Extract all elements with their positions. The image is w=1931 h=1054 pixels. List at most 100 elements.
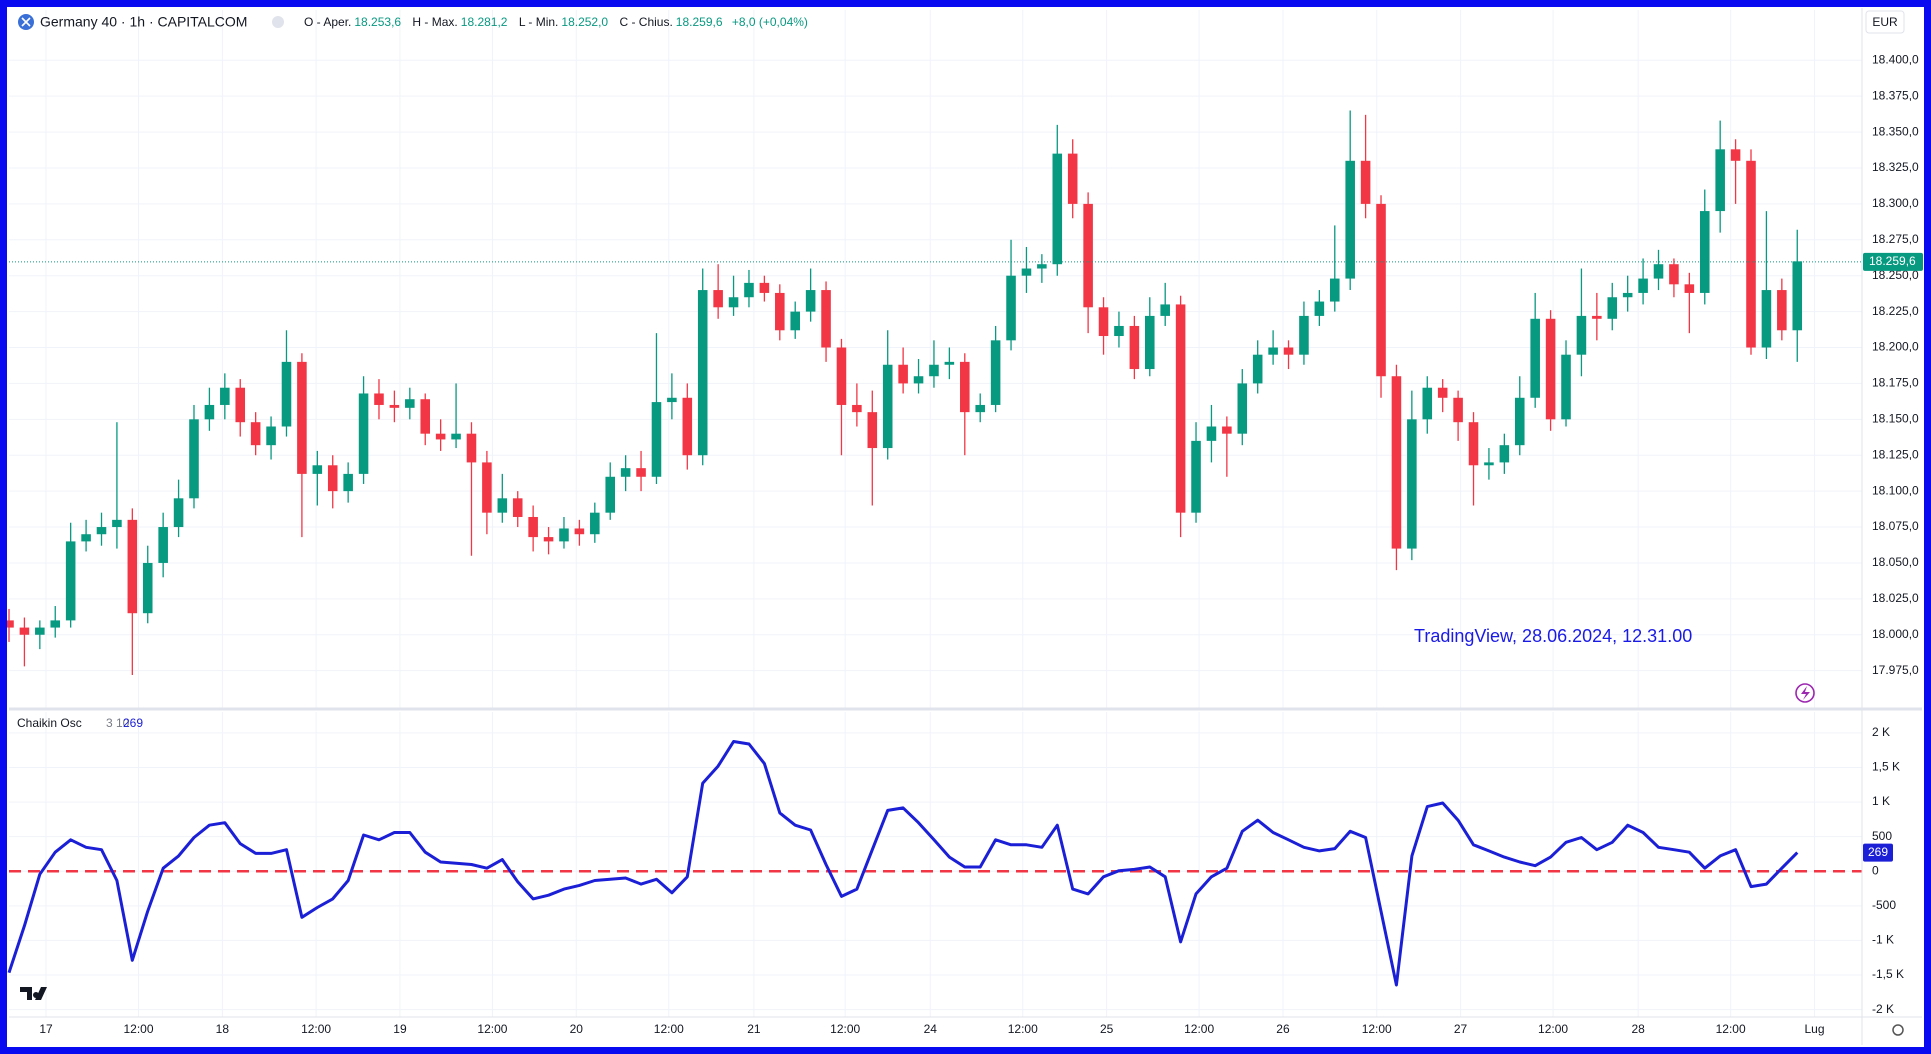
- x-tick-label: 21: [747, 1022, 761, 1036]
- candle-body: [1129, 325, 1140, 370]
- candle-body: [405, 399, 415, 408]
- candle-body: [482, 462, 492, 513]
- current-value-label: 269: [1868, 845, 1888, 859]
- candle-body: [1499, 445, 1510, 463]
- candle-body: [297, 361, 307, 474]
- candle-body: [960, 361, 970, 413]
- y-tick-label: 18.325,0: [1872, 160, 1919, 174]
- candle-body: [1669, 264, 1679, 285]
- candle-body: [1237, 383, 1248, 434]
- low-label: L - Min.: [519, 15, 559, 29]
- candle-body: [389, 404, 400, 408]
- candle-body: [1098, 307, 1109, 337]
- plot-layer: [4, 10, 1862, 1017]
- y-tick-label: 18.150,0: [1872, 411, 1919, 425]
- x-tick-label: 12:00: [1362, 1022, 1392, 1036]
- watermark: TradingView, 28.06.2024, 12.31.00: [1414, 626, 1692, 646]
- candle-body: [1083, 203, 1093, 308]
- candle-body: [975, 404, 985, 413]
- x-tick-label: 25: [1100, 1022, 1114, 1036]
- alert-icon[interactable]: [1795, 683, 1815, 703]
- candle-body: [1453, 397, 1463, 423]
- candle-body: [929, 364, 939, 377]
- candle-body: [1006, 275, 1016, 341]
- candle-body: [590, 512, 600, 535]
- candle-body: [574, 528, 585, 535]
- candle-body: [220, 387, 230, 405]
- last-price-label: 18.259,6: [1869, 254, 1916, 268]
- x-tick-label: 12:00: [123, 1022, 153, 1036]
- candle-body: [497, 498, 508, 513]
- y-tick-label: 18.300,0: [1872, 196, 1919, 210]
- candle-body: [1468, 422, 1479, 466]
- market-status[interactable]: [272, 16, 284, 28]
- candle-body: [1299, 315, 1309, 355]
- x-tick-label: 17: [39, 1022, 53, 1036]
- candle-body: [867, 412, 878, 449]
- candle-body: [836, 347, 847, 405]
- y-tick-label: 1 K: [1872, 794, 1890, 808]
- open-label: O - Aper.: [304, 15, 351, 29]
- candle-body: [173, 498, 184, 528]
- candle-body: [96, 527, 107, 535]
- candle-body: [1067, 153, 1078, 204]
- candle-body: [1777, 290, 1787, 331]
- x-tick-label: 28: [1631, 1022, 1645, 1036]
- candle-body: [697, 290, 708, 456]
- candle-body: [1037, 264, 1047, 269]
- candle-body: [1268, 347, 1278, 355]
- candle-body: [451, 433, 461, 440]
- candle-body: [312, 465, 323, 474]
- symbol-title[interactable]: Germany 40 · 1h · CAPITALCOM: [40, 14, 247, 30]
- candle-body: [189, 419, 199, 499]
- x-tick-label: 12:00: [1008, 1022, 1038, 1036]
- currency[interactable]: EUR: [1872, 15, 1898, 29]
- settings-icon[interactable]: [1892, 1024, 1904, 1036]
- candle-body: [1145, 315, 1155, 370]
- x-tick-label: 12:00: [1716, 1022, 1746, 1036]
- tv-logo[interactable]: [20, 987, 47, 1000]
- x-tick-label: 26: [1276, 1022, 1290, 1036]
- y-tick-label: -1 K: [1872, 933, 1894, 947]
- tv-logo-dot: [33, 992, 39, 998]
- candle-body: [112, 519, 122, 528]
- candle-body: [1114, 325, 1124, 337]
- candle-body: [343, 473, 353, 492]
- y-tick-label: -2 K: [1872, 1002, 1894, 1016]
- currency-button[interactable]: [1865, 10, 1905, 34]
- candle-body: [512, 498, 523, 517]
- candle-body: [728, 297, 739, 308]
- candle-body: [667, 397, 677, 403]
- candle-body: [1360, 160, 1371, 204]
- candle-body: [898, 364, 908, 384]
- candle-body: [528, 516, 538, 538]
- indicator-value: 269: [123, 716, 143, 730]
- y-tick-label: -500: [1872, 898, 1896, 912]
- candle-body: [651, 402, 662, 477]
- x-tick-label: 27: [1454, 1022, 1468, 1036]
- candle-body: [1252, 354, 1263, 384]
- y-tick-label: 18.250,0: [1872, 268, 1919, 282]
- candle-body: [1376, 203, 1386, 377]
- candle-body: [1407, 419, 1417, 549]
- y-tick-label: 18.225,0: [1872, 304, 1919, 318]
- candle-body: [1545, 318, 1556, 420]
- candle-body: [821, 290, 831, 348]
- candle-body: [142, 562, 153, 614]
- candle-body: [1607, 297, 1618, 319]
- y-tick-label: 18.375,0: [1872, 88, 1919, 102]
- candle-body: [81, 534, 91, 542]
- candle-body: [759, 282, 770, 293]
- candle-body: [1561, 354, 1571, 420]
- x-tick-label: 12:00: [301, 1022, 331, 1036]
- alert-bolt: [1801, 686, 1810, 700]
- indicator-name[interactable]: Chaikin Osc: [17, 716, 82, 730]
- candle-body: [913, 376, 924, 384]
- candle-body: [204, 404, 215, 420]
- y-tick-label: 18.175,0: [1872, 376, 1919, 390]
- candle-body: [1638, 278, 1648, 293]
- candle-body: [1715, 149, 1725, 212]
- y-tick-label: 17.975,0: [1872, 663, 1919, 677]
